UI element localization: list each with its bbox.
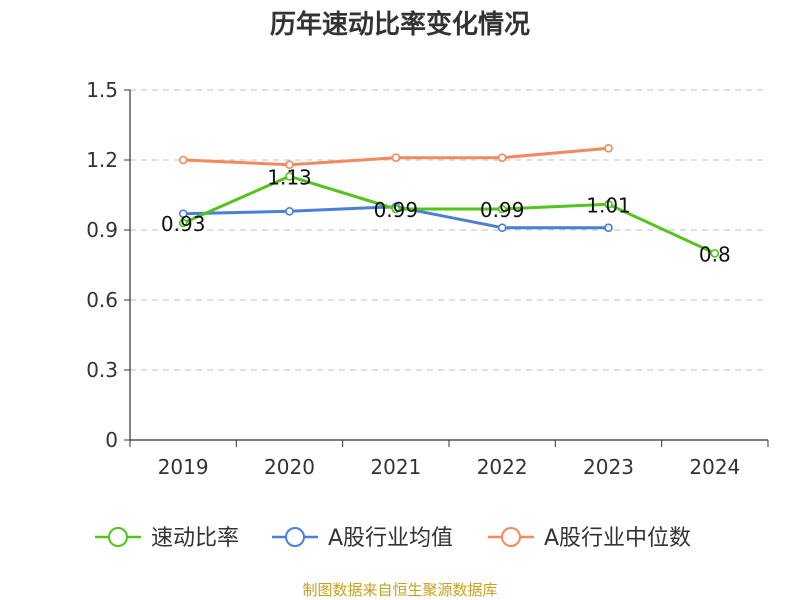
- legend-marker: [501, 527, 521, 547]
- data-point-0: [391, 204, 401, 214]
- data-label: 0.99: [480, 198, 525, 222]
- data-point-2: [285, 160, 294, 169]
- data-point-1: [604, 223, 613, 232]
- data-label: 0.8: [699, 242, 731, 266]
- data-point-2: [178, 155, 188, 165]
- x-tick-label: 2022: [477, 455, 528, 479]
- x-tick-label: 2019: [158, 455, 209, 479]
- y-tick-label: 0.6: [86, 288, 118, 312]
- legend-item-2: A股行业中位数: [488, 526, 691, 551]
- data-point-0: [604, 200, 613, 209]
- data-point-0: [285, 172, 294, 181]
- data-label: 0.93: [161, 212, 206, 236]
- legend: 速动比率 A股行业均值 A股行业中位数: [95, 526, 691, 551]
- legend-marker: [285, 527, 305, 547]
- axes: 0 0.3 0.6 0.9 1.2 1.5 2019 2020 2021 2022 2023 2024: [86, 78, 769, 479]
- data-point-2: [497, 153, 507, 162]
- data-point-0: [710, 249, 720, 258]
- data-point-0: [178, 218, 188, 228]
- series-line-0: [182, 174, 716, 255]
- data-point-2: [391, 153, 401, 162]
- chart-title: 历年速动比率变化情况: [270, 9, 530, 40]
- data-label: 0.99: [374, 198, 419, 222]
- legend-marker: [108, 527, 128, 547]
- data-labels: 0.93 1.13 0.99 0.99 1.01 0.8: [161, 165, 731, 266]
- data-point-2: [604, 144, 613, 153]
- legend-item-0: 速动比率: [95, 526, 239, 551]
- data-label: 1.01: [586, 193, 631, 217]
- source-note: 制图数据来自恒生聚源数据库: [302, 581, 497, 599]
- y-tick-label: 1.5: [86, 78, 118, 102]
- legend-item-1: A股行业均值: [272, 526, 453, 551]
- data-point-1: [285, 207, 294, 216]
- data-point-1: [497, 223, 507, 232]
- y-tick-label: 1.2: [86, 148, 118, 172]
- series-lines: [178, 144, 720, 258]
- x-tick-label: 2024: [689, 455, 740, 479]
- x-tick-label: 2020: [264, 455, 315, 479]
- data-point-1: [178, 209, 188, 218]
- legend-label: A股行业均值: [328, 526, 453, 551]
- data-label: 1.13: [267, 165, 312, 189]
- legend-label: A股行业中位数: [544, 526, 691, 551]
- x-tick-label: 2023: [583, 455, 634, 479]
- y-tick-label: 0.3: [86, 358, 118, 382]
- data-point-0: [497, 204, 507, 214]
- legend-label: 速动比率: [151, 526, 239, 551]
- y-tick-label: 0: [105, 428, 118, 452]
- x-tick-label: 2021: [370, 455, 421, 479]
- gridlines: [130, 89, 768, 371]
- y-tick-label: 0.9: [86, 218, 118, 242]
